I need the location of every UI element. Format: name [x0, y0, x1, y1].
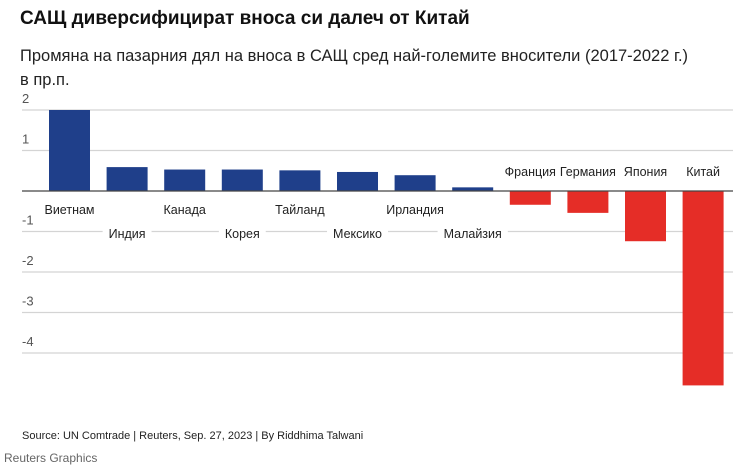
- label-background: [102, 227, 152, 241]
- y-tick-label: -4: [22, 334, 34, 349]
- y-tick-label: -1: [22, 213, 34, 228]
- bar: [279, 170, 321, 191]
- unit-label: в пр.п.: [20, 71, 70, 89]
- category-label: Япония: [624, 165, 667, 179]
- category-label: Германия: [560, 165, 616, 179]
- bar: [394, 175, 436, 191]
- category-label: Франция: [505, 165, 556, 179]
- bar: [221, 169, 263, 191]
- chart-title: САЩ диверсифицират вноса си далеч от Кит…: [20, 8, 470, 29]
- category-label: Китай: [686, 165, 720, 179]
- bar: [452, 187, 494, 191]
- bar: [164, 169, 206, 191]
- source-note: Source: UN Comtrade | Reuters, Sep. 27, …: [22, 430, 364, 442]
- category-label: Канада: [164, 203, 206, 217]
- category-label: Ирландия: [386, 203, 444, 217]
- category-label: Корея: [225, 227, 260, 241]
- category-label: Тайланд: [275, 203, 325, 217]
- y-tick-label: -3: [22, 294, 34, 309]
- bar: [509, 191, 551, 205]
- label-background: [437, 227, 508, 241]
- brand-logo: Reuters Graphics: [4, 451, 98, 465]
- bar: [106, 167, 148, 191]
- subtitle-text: Промяна на пазарния дял на вноса в САЩ с…: [20, 47, 689, 65]
- category-label: Мексико: [333, 227, 382, 241]
- label-background: [327, 227, 388, 241]
- category-label: Виетнам: [44, 203, 94, 217]
- bar: [337, 171, 378, 191]
- bar: [682, 191, 724, 386]
- bar: [567, 191, 609, 213]
- bar: [625, 191, 666, 242]
- label-background: [218, 227, 266, 241]
- chart-subtitle: Промяна на пазарния дял на вноса в САЩ с…: [20, 44, 730, 92]
- bar: [49, 110, 90, 191]
- y-tick-label: -2: [22, 253, 34, 268]
- category-label: Индия: [109, 227, 146, 241]
- category-label: Малайзия: [444, 227, 502, 241]
- y-tick-label: 2: [22, 91, 29, 106]
- y-tick-label: 1: [22, 132, 29, 147]
